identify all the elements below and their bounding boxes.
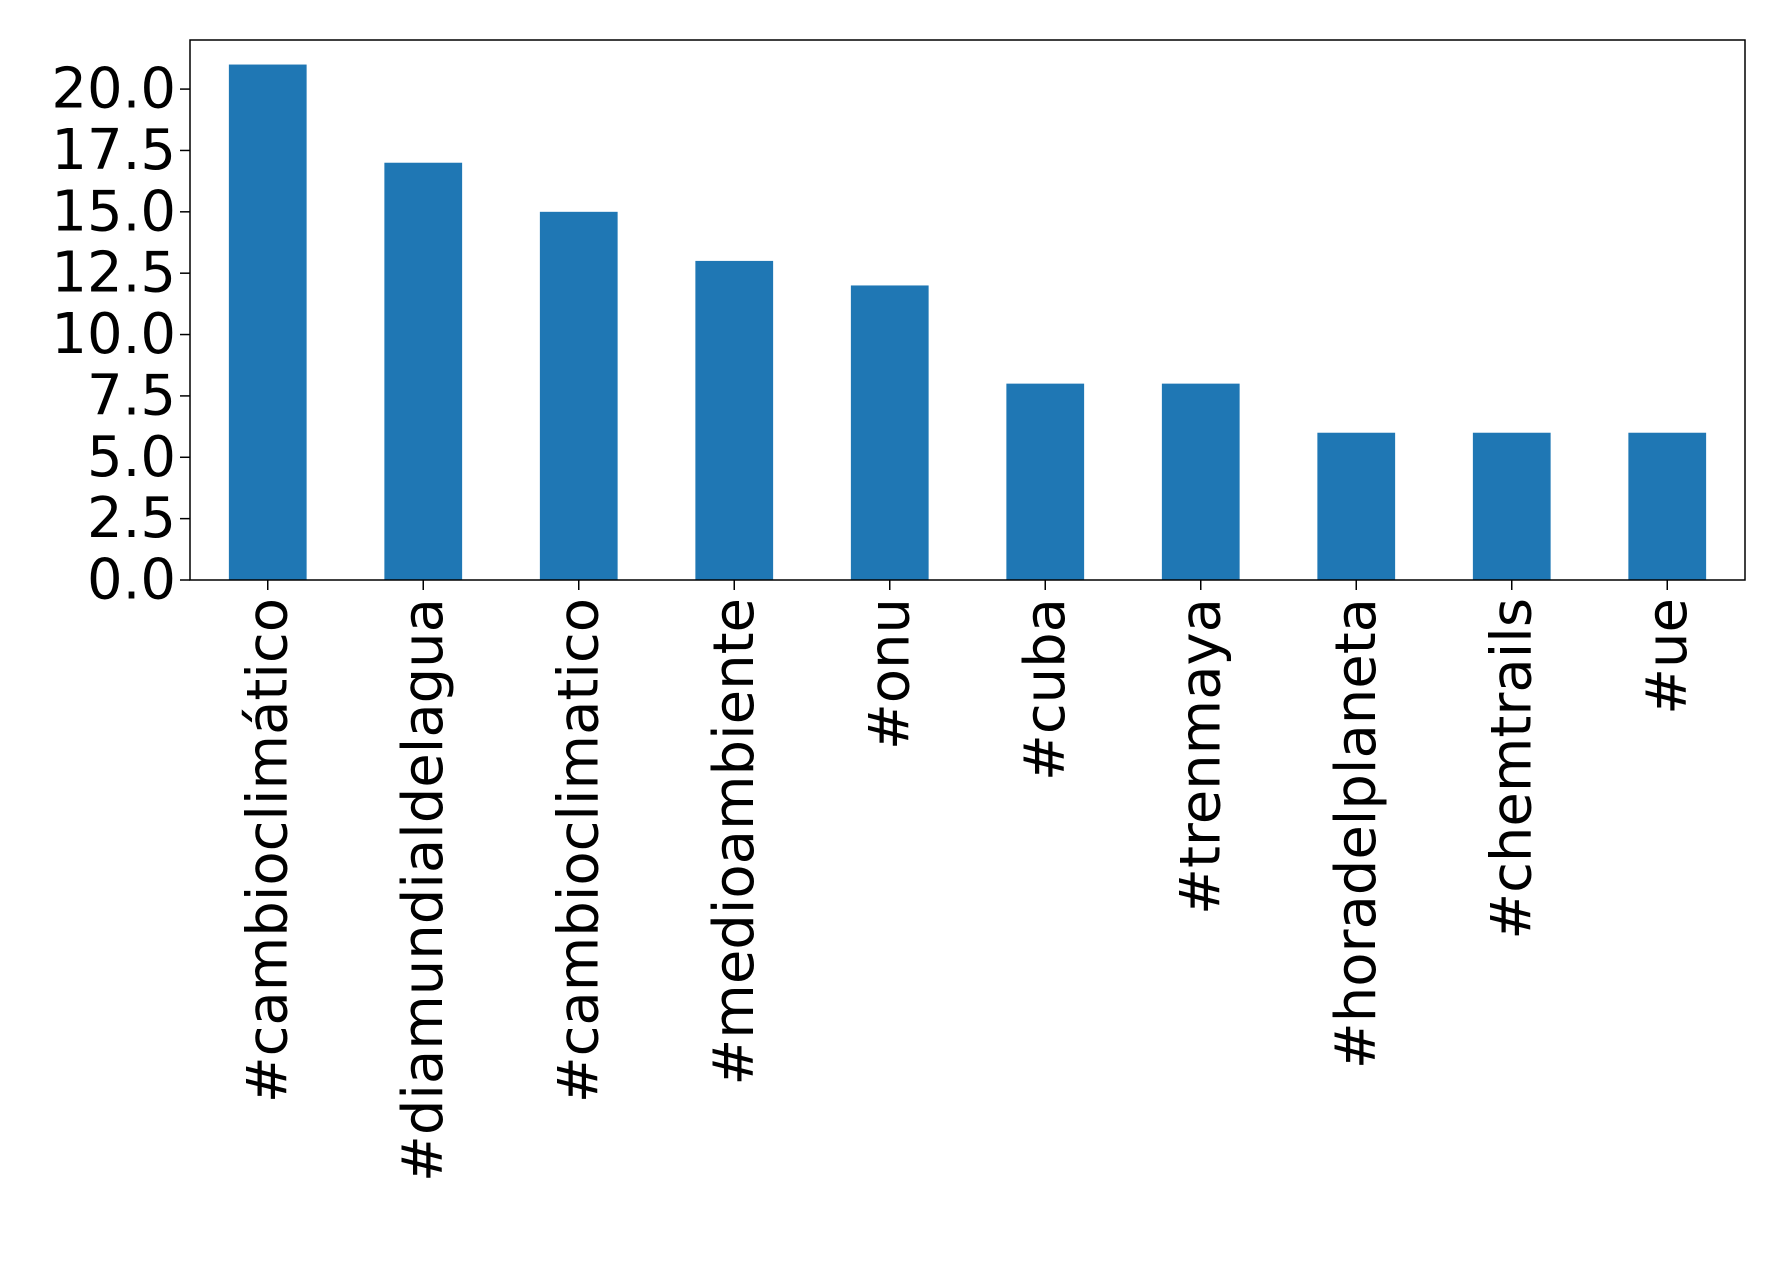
y-tick-label-7: 17.5 bbox=[51, 118, 176, 183]
y-tick-label-5: 12.5 bbox=[51, 241, 176, 306]
bar-0 bbox=[228, 64, 307, 580]
y-axis: 0.02.55.07.510.012.515.017.520.0 bbox=[51, 57, 190, 613]
bar-3 bbox=[695, 260, 774, 580]
bar-1 bbox=[384, 162, 463, 580]
x-tick-label-2: #cambioclimatico bbox=[546, 598, 611, 1103]
y-tick-label-1: 2.5 bbox=[87, 486, 176, 551]
y-tick-label-3: 7.5 bbox=[87, 363, 176, 428]
bar-6 bbox=[1161, 383, 1240, 580]
x-tick-label-8: #chemtrails bbox=[1479, 598, 1544, 940]
bar-8 bbox=[1472, 432, 1551, 580]
x-tick-label-9: #ue bbox=[1635, 598, 1700, 715]
y-tick-label-6: 15.0 bbox=[51, 179, 176, 244]
bar-7 bbox=[1317, 432, 1396, 580]
x-tick-label-4: #onu bbox=[857, 598, 922, 750]
bar-5 bbox=[1006, 383, 1085, 580]
x-tick-label-6: #trenmaya bbox=[1168, 598, 1233, 915]
bars-group bbox=[228, 64, 1707, 580]
x-tick-label-7: #horadelplaneta bbox=[1324, 598, 1389, 1069]
x-tick-label-5: #cuba bbox=[1013, 598, 1078, 781]
y-tick-label-4: 10.0 bbox=[51, 302, 176, 367]
x-tick-label-3: #medioambiente bbox=[702, 598, 767, 1086]
bar-2 bbox=[539, 211, 618, 580]
x-tick-label-1: #diamundialdelagua bbox=[391, 598, 456, 1182]
y-tick-label-8: 20.0 bbox=[51, 57, 176, 122]
y-tick-label-2: 5.0 bbox=[87, 425, 176, 490]
bar-4 bbox=[850, 285, 929, 580]
x-axis: #cambioclimático #diamundialdelagua #cambi… bbox=[235, 580, 1700, 1182]
bar-9 bbox=[1628, 432, 1707, 580]
x-tick-label-0: #cambioclimático bbox=[235, 598, 300, 1103]
plot-area-frame bbox=[189, 39, 1746, 581]
y-tick-label-0: 0.0 bbox=[87, 548, 176, 613]
